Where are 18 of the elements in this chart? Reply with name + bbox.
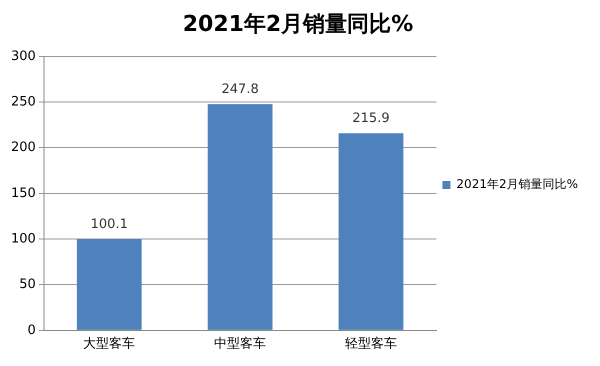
y-tick-label: 300 — [10, 48, 36, 64]
x-tick-label: 大型客车 — [83, 336, 136, 352]
bar — [76, 238, 142, 330]
y-tick-label: 150 — [10, 186, 36, 201]
y-tick-label: 250 — [10, 94, 36, 110]
legend-label: 2021年2月销量同比% — [456, 177, 578, 192]
y-tick-label: 0 — [28, 322, 36, 338]
y-tick-label: 200 — [10, 140, 36, 156]
x-tick-label: 轻型客车 — [344, 336, 397, 352]
x-tick-label: 中型客车 — [214, 336, 266, 352]
data-label: 100.1 — [90, 216, 128, 232]
y-tick-label: 100 — [10, 231, 36, 246]
data-label: 215.9 — [352, 111, 390, 126]
y-tick-label: 50 — [19, 277, 36, 292]
chart-title: 2021年2月销量同比% — [182, 12, 414, 37]
bar — [208, 104, 273, 330]
data-label: 247.8 — [222, 82, 259, 97]
bar — [338, 133, 404, 330]
